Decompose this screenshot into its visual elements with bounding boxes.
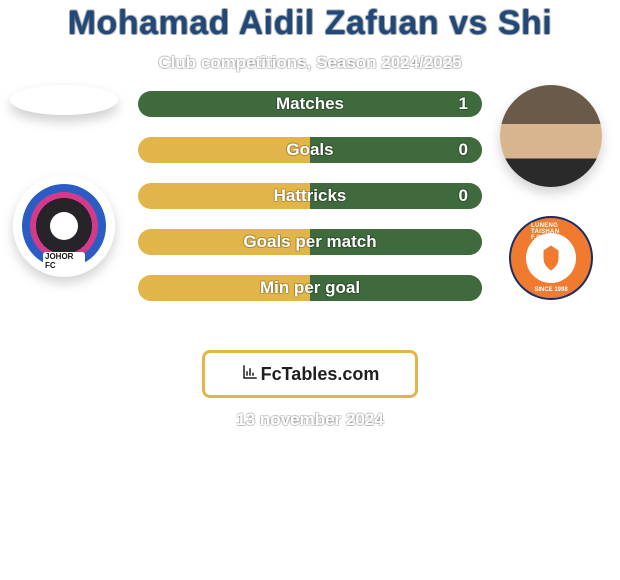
stat-label: Goals per match (243, 232, 376, 252)
header: Mohamad Aidil Zafuan vs Shi Club competi… (0, 0, 620, 85)
stat-value-right: 0 (459, 186, 468, 206)
stat-label: Min per goal (260, 278, 360, 298)
page-subtitle: Club competitions, Season 2024/2025 (0, 53, 620, 73)
stat-row: Hattricks 0 (138, 183, 482, 209)
stat-value-right: 1 (459, 94, 468, 114)
brand-box: FcTables.com (202, 350, 418, 398)
player-right-avatar (500, 85, 602, 187)
johor-badge-icon: JOHOR FC (22, 184, 106, 268)
stat-value-right: 0 (459, 140, 468, 160)
player-right-column: LUNENG TAISHAN F.C. SINCE 1998 (500, 85, 602, 309)
stat-row: Goals 0 (138, 137, 482, 163)
face-icon (500, 85, 602, 187)
stat-label: Goals (286, 140, 333, 160)
stat-row: Matches 1 (138, 91, 482, 117)
player-left-avatar (10, 85, 118, 115)
brand-text: FcTables.com (261, 364, 380, 385)
stats-list: Matches 1 Goals 0 Hattricks 0 Goals per match M… (138, 91, 482, 301)
stat-row: Goals per match (138, 229, 482, 255)
comparison-area: JOHOR FC LUNENG TAISHAN F.C. SINCE 1998 … (0, 85, 620, 345)
page-title: Mohamad Aidil Zafuan vs Shi (0, 4, 620, 43)
stat-label: Matches (276, 94, 344, 114)
date-text: 13 november 2024 (236, 410, 383, 430)
chart-icon (241, 363, 259, 386)
stat-label: Hattricks (274, 186, 347, 206)
player-left-column: JOHOR FC (10, 85, 118, 277)
player-left-club-badge: JOHOR FC (13, 175, 115, 277)
stat-row: Min per goal (138, 275, 482, 301)
luneng-badge-icon: LUNENG TAISHAN F.C. SINCE 1998 (509, 216, 593, 300)
player-right-club-badge: LUNENG TAISHAN F.C. SINCE 1998 (500, 207, 602, 309)
